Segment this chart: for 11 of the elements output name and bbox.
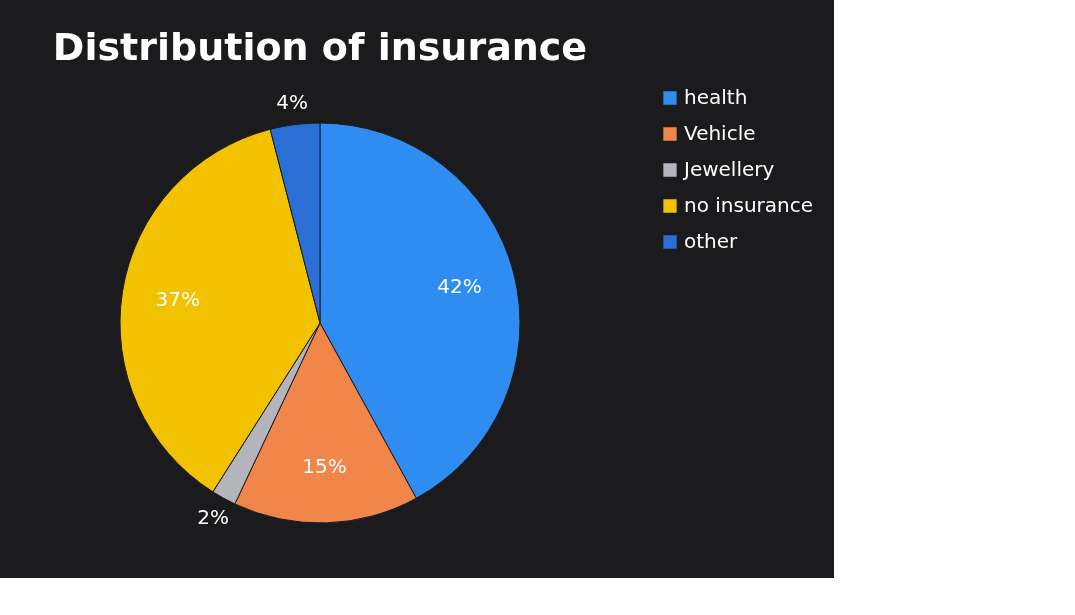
data-label: 2%	[197, 504, 229, 529]
data-label: 42%	[437, 274, 482, 299]
data-label: 4%	[276, 89, 309, 114]
data-label: 15%	[302, 453, 347, 478]
legend-label: other	[684, 229, 739, 253]
legend-label: Jewellery	[682, 157, 775, 181]
legend-label: Vehicle	[684, 121, 756, 145]
data-label: 37%	[155, 287, 200, 312]
legend-label: no insurance	[684, 193, 814, 217]
legend-label: health	[684, 85, 748, 109]
chart-title: Distribution of insurance	[52, 25, 588, 69]
